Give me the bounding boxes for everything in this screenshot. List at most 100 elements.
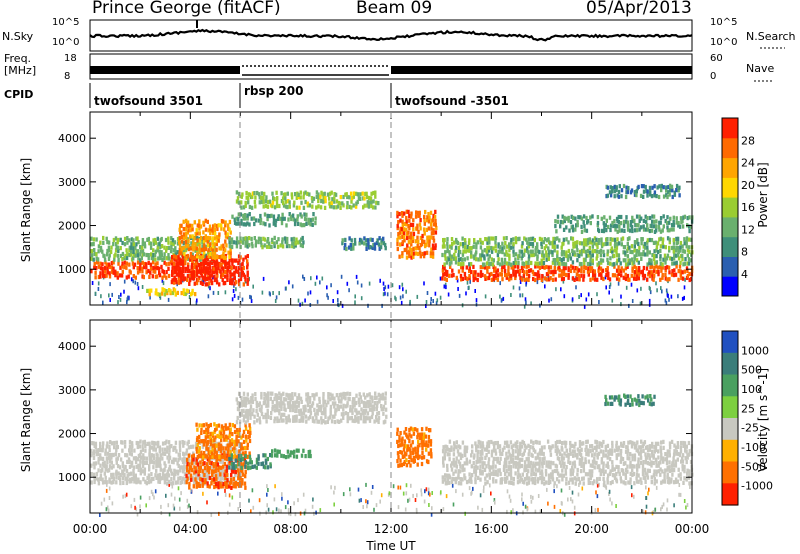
band-2-cell <box>210 273 213 278</box>
noise-cell <box>439 295 442 300</box>
band-9-cell <box>396 246 399 252</box>
band-3-cell <box>211 251 215 256</box>
band-1-cell <box>225 464 229 469</box>
band-5-cell <box>351 404 355 409</box>
band-5-cell <box>269 391 272 396</box>
band-11-cell <box>531 244 535 249</box>
band-2-cell <box>171 278 174 283</box>
noise-cell <box>272 510 274 515</box>
band-3-cell <box>194 232 197 237</box>
band-1-cell <box>214 469 217 474</box>
band-11-cell <box>558 238 561 243</box>
band-0-cell <box>121 476 125 481</box>
band-3-cell <box>228 254 231 259</box>
band-11-cell <box>568 252 572 257</box>
band-6-cell <box>372 199 375 204</box>
band-11-cell <box>601 258 605 263</box>
band-1-cell <box>190 468 194 473</box>
band-11-cell <box>631 261 634 266</box>
band-0-cell <box>169 468 173 473</box>
band-5-cell <box>245 408 248 414</box>
band-11-cell <box>635 248 638 254</box>
band-5-cell <box>357 410 360 415</box>
band-10-cell <box>686 268 689 273</box>
band-10-cell <box>620 273 623 278</box>
band-10-cell <box>493 268 496 273</box>
band-7-cell <box>537 477 540 482</box>
band-11-cell <box>520 244 524 249</box>
band-7-cell <box>463 445 467 450</box>
band-9-cell <box>407 209 410 214</box>
band-0-cell <box>101 266 104 272</box>
band-5-cell <box>371 411 374 416</box>
band-0-cell <box>131 443 134 448</box>
band-7-cell <box>547 464 550 469</box>
band-0-cell <box>178 448 182 453</box>
band-5-cell <box>368 407 372 412</box>
band-6-cell <box>363 203 366 208</box>
band-10-cell <box>679 272 682 278</box>
band-5-cell <box>267 399 270 404</box>
band-7-cell <box>448 452 451 457</box>
band-11-cell <box>509 240 513 245</box>
band-3-cell <box>253 464 257 469</box>
band-5-cell <box>246 418 249 423</box>
band-11-cell <box>626 237 630 242</box>
band-13-cell <box>627 186 630 191</box>
band-5-cell <box>242 391 246 396</box>
band-7-cell <box>531 477 535 482</box>
band-8-cell <box>373 242 376 247</box>
band-5-cell <box>244 236 247 241</box>
band-5-cell <box>271 391 274 396</box>
band-3-cell <box>193 246 196 251</box>
band-11-cell <box>466 244 469 249</box>
band-11-cell <box>485 249 488 254</box>
band-13-cell <box>656 185 659 190</box>
band-5-cell <box>381 392 385 397</box>
band-0-cell <box>156 266 159 271</box>
band-0-cell <box>194 441 198 446</box>
band-7-cell <box>476 459 480 464</box>
band-11-cell <box>530 260 533 266</box>
band-5-cell <box>246 244 249 249</box>
band-0-cell <box>154 447 157 452</box>
band-2-cell <box>170 258 174 263</box>
band-2-cell <box>233 449 236 454</box>
band-0-cell <box>136 444 139 450</box>
band-6-cell <box>293 200 296 205</box>
band-0-cell <box>135 464 138 469</box>
band-2-cell <box>177 262 180 268</box>
band-0-cell <box>106 441 109 446</box>
band-3-cell <box>211 236 214 241</box>
band-0-cell <box>92 451 95 456</box>
band-13-cell <box>667 190 670 195</box>
band-11-cell <box>676 245 680 251</box>
noise-cell <box>358 498 361 503</box>
band-11-cell <box>652 240 656 245</box>
band-11-cell <box>606 241 609 246</box>
band-0-cell <box>156 444 159 449</box>
band-10-cell <box>591 268 595 274</box>
band-11-cell <box>589 254 593 259</box>
band-0-cell <box>153 444 156 450</box>
band-5-cell <box>293 404 297 409</box>
band-6-cell <box>315 190 319 195</box>
band-5-cell <box>302 416 305 421</box>
band-11-cell <box>475 242 478 247</box>
band-3-cell <box>229 247 232 252</box>
band-11-cell <box>580 252 583 257</box>
band-11-cell <box>446 244 449 250</box>
band-5-cell <box>287 393 290 398</box>
band-11-cell <box>538 250 541 255</box>
band-10-cell <box>545 264 548 270</box>
band-7-cell <box>553 481 556 486</box>
band-7-cell <box>305 212 308 217</box>
band-2-cell <box>242 265 245 271</box>
band-0-cell <box>101 480 105 485</box>
band-11-cell <box>585 242 588 247</box>
band-5-cell <box>283 412 286 417</box>
band-9-cell <box>428 243 431 248</box>
band-10-cell <box>442 264 445 270</box>
band-10-cell <box>650 264 653 269</box>
band-6-cell <box>350 199 353 204</box>
